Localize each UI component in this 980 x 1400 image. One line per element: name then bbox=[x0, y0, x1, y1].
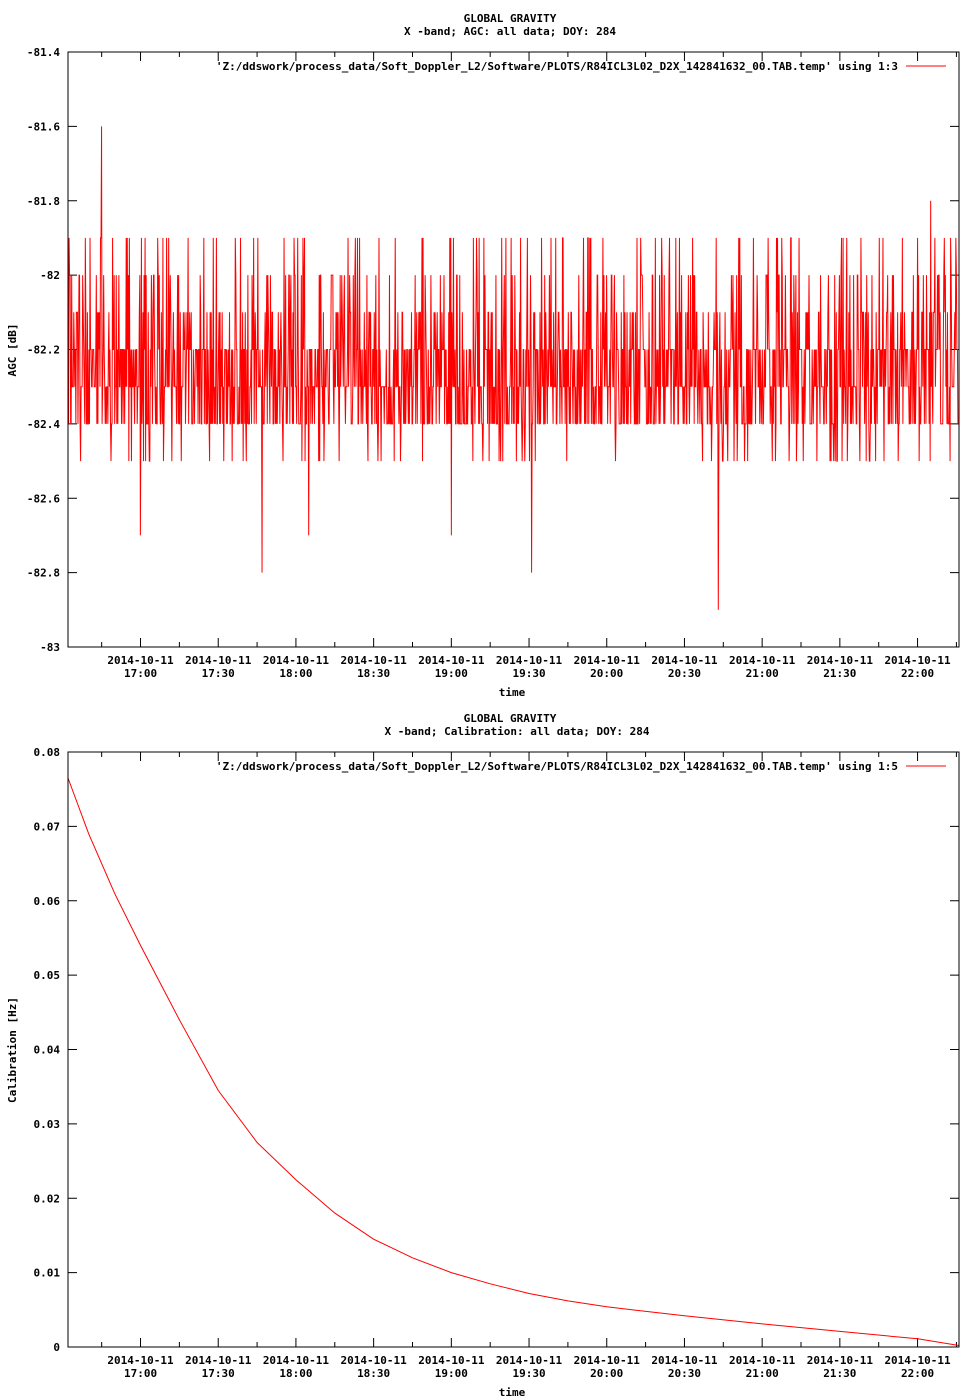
y-tick-label: 0 bbox=[53, 1341, 60, 1354]
x-tick-label: 21:00 bbox=[746, 1367, 779, 1380]
x-tick-date-label: 2014-10-11 bbox=[651, 654, 718, 667]
x-tick-label: 18:00 bbox=[279, 1367, 312, 1380]
y-tick-label: -81.8 bbox=[27, 195, 60, 208]
plot-frame bbox=[67, 51, 960, 648]
chart-subtitle: X -band; AGC: all data; DOY: 284 bbox=[404, 25, 616, 38]
chart-subtitle: X -band; Calibration: all data; DOY: 284 bbox=[385, 725, 650, 738]
y-tick-label: 0.03 bbox=[34, 1118, 61, 1131]
x-tick-date-label: 2014-10-11 bbox=[729, 654, 796, 667]
y-tick-label: 0.07 bbox=[34, 820, 61, 833]
y-tick-label: -82.6 bbox=[27, 492, 60, 505]
x-tick-date-label: 2014-10-11 bbox=[651, 1354, 718, 1367]
x-tick-date-label: 2014-10-11 bbox=[185, 1354, 252, 1367]
chart-title: GLOBAL GRAVITY bbox=[464, 12, 557, 25]
x-tick-date-label: 2014-10-11 bbox=[807, 1354, 874, 1367]
x-axis-label: time bbox=[499, 1386, 526, 1399]
x-tick-date-label: 2014-10-11 bbox=[341, 654, 408, 667]
x-tick-label: 22:00 bbox=[901, 667, 934, 680]
x-tick-label: 19:30 bbox=[512, 1367, 545, 1380]
x-tick-date-label: 2014-10-11 bbox=[884, 654, 951, 667]
x-tick-date-label: 2014-10-11 bbox=[107, 654, 174, 667]
chart-title: GLOBAL GRAVITY bbox=[464, 712, 557, 725]
y-tick-label: 0.04 bbox=[34, 1044, 61, 1057]
y-tick-label: -82.2 bbox=[27, 344, 60, 357]
x-tick-date-label: 2014-10-11 bbox=[418, 1354, 485, 1367]
y-tick-label: -82.4 bbox=[27, 418, 60, 431]
x-tick-label: 21:30 bbox=[823, 1367, 856, 1380]
x-axis-label: time bbox=[499, 686, 526, 699]
x-tick-label: 22:00 bbox=[901, 1367, 934, 1380]
calibration-chart: GLOBAL GRAVITY X -band; Calibration: all… bbox=[6, 712, 960, 1399]
y-tick-label: 0.02 bbox=[34, 1192, 61, 1205]
x-tick-date-label: 2014-10-11 bbox=[807, 654, 874, 667]
plot-frame bbox=[67, 751, 960, 1348]
x-tick-date-label: 2014-10-11 bbox=[729, 1354, 796, 1367]
x-tick-date-label: 2014-10-11 bbox=[185, 654, 252, 667]
axis-ticks: 0 0.01 0.02 0.03 0.04 0.05 0.06 0.07 0.08 2014-10… bbox=[34, 746, 959, 1380]
x-tick-label: 18:30 bbox=[357, 667, 390, 680]
x-tick-label: 19:30 bbox=[512, 667, 545, 680]
x-tick-label: 20:00 bbox=[590, 1367, 623, 1380]
x-tick-label: 17:00 bbox=[124, 667, 157, 680]
x-tick-date-label: 2014-10-11 bbox=[884, 1354, 951, 1367]
x-tick-label: 20:30 bbox=[668, 667, 701, 680]
x-tick-label: 18:30 bbox=[357, 1367, 390, 1380]
legend-label: 'Z:/ddswork/process_data/Soft_Doppler_L2… bbox=[216, 60, 898, 73]
plot-area bbox=[68, 126, 959, 610]
y-tick-label: -81.6 bbox=[27, 120, 60, 133]
x-tick-label: 19:00 bbox=[435, 667, 468, 680]
x-tick-label: 21:30 bbox=[823, 667, 856, 680]
y-tick-label: -81.4 bbox=[27, 46, 60, 59]
plot-area bbox=[67, 777, 960, 1346]
x-tick-date-label: 2014-10-11 bbox=[574, 1354, 641, 1367]
x-tick-date-label: 2014-10-11 bbox=[574, 654, 641, 667]
x-tick-date-label: 2014-10-11 bbox=[341, 1354, 408, 1367]
y-tick-label: -82.8 bbox=[27, 567, 60, 580]
series-line bbox=[68, 126, 959, 610]
y-axis-label: AGC [dB] bbox=[6, 324, 19, 377]
x-tick-label: 18:00 bbox=[279, 667, 312, 680]
x-tick-label: 19:00 bbox=[435, 1367, 468, 1380]
y-tick-label: 0.05 bbox=[34, 969, 61, 982]
x-tick-label: 20:30 bbox=[668, 1367, 701, 1380]
x-tick-date-label: 2014-10-11 bbox=[263, 654, 330, 667]
y-tick-label: -82 bbox=[40, 269, 60, 282]
x-tick-label: 17:30 bbox=[202, 667, 235, 680]
y-tick-label: -83 bbox=[40, 641, 60, 654]
series-line bbox=[67, 777, 960, 1346]
agc-chart: GLOBAL GRAVITY X -band; AGC: all data; D… bbox=[6, 12, 960, 699]
x-tick-date-label: 2014-10-11 bbox=[496, 1354, 563, 1367]
axis-ticks: -83 -82.8 -82.6 -82.4 -82.2 -82 -81.8 -81.6 -81.… bbox=[27, 46, 959, 680]
legend-label: 'Z:/ddswork/process_data/Soft_Doppler_L2… bbox=[216, 760, 898, 773]
x-tick-date-label: 2014-10-11 bbox=[107, 1354, 174, 1367]
x-tick-label: 17:30 bbox=[202, 1367, 235, 1380]
y-axis-label: Calibration [Hz] bbox=[6, 997, 19, 1103]
y-tick-label: 0.06 bbox=[34, 895, 61, 908]
x-tick-label: 20:00 bbox=[590, 667, 623, 680]
y-tick-label: 0.08 bbox=[34, 746, 61, 759]
x-tick-date-label: 2014-10-11 bbox=[263, 1354, 330, 1367]
x-tick-label: 21:00 bbox=[746, 667, 779, 680]
x-tick-date-label: 2014-10-11 bbox=[418, 654, 485, 667]
x-tick-date-label: 2014-10-11 bbox=[496, 654, 563, 667]
y-tick-label: 0.01 bbox=[34, 1267, 61, 1280]
x-tick-label: 17:00 bbox=[124, 1367, 157, 1380]
